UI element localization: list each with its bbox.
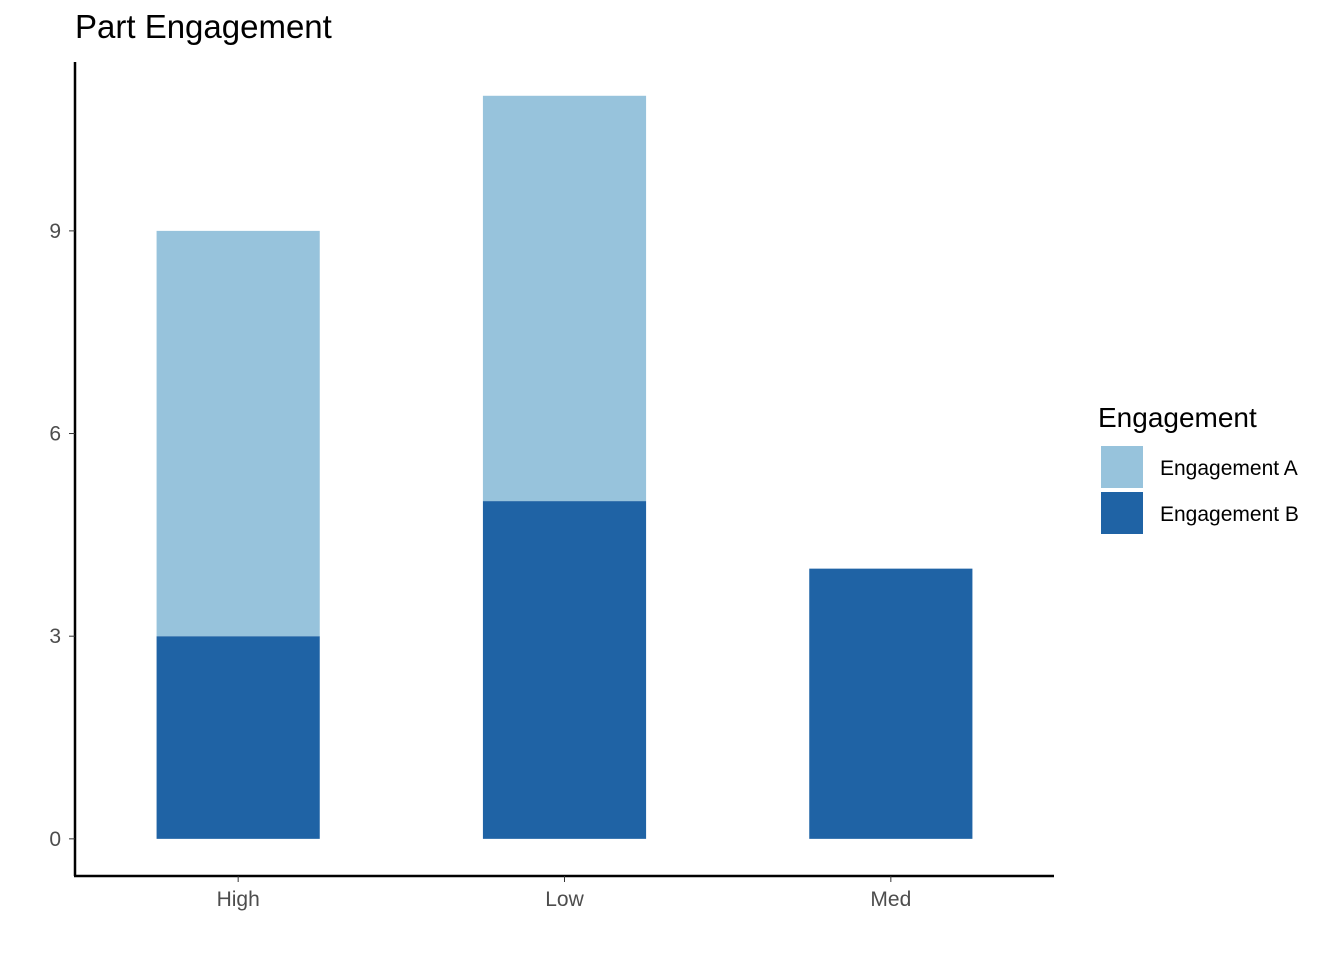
x-tick-label: Low [545, 888, 584, 911]
bars-layer [156, 95, 973, 839]
x-tick-label: Med [870, 888, 911, 911]
legend-label: Engagement B [1160, 503, 1299, 526]
y-tick-label: 9 [49, 220, 61, 243]
legend-title: Engagement [1098, 402, 1257, 433]
bar-low-engagement-b [482, 501, 647, 839]
bar-high-engagement-b [156, 636, 320, 839]
y-tick-label: 3 [49, 625, 61, 648]
bar-high-engagement-a [156, 230, 320, 637]
y-tick-label: 0 [49, 828, 61, 851]
legend: Engagement Engagement A Engagement B [1098, 402, 1299, 534]
y-ticks-layer: 0 3 6 9 [49, 220, 75, 851]
y-tick-label: 6 [49, 423, 61, 446]
bar-low-engagement-a [482, 95, 647, 502]
legend-label: Engagement A [1160, 457, 1298, 480]
bar-med-engagement-b [809, 568, 973, 839]
x-tick-label: High [217, 888, 260, 911]
chart-title: Part Engagement [75, 8, 332, 45]
legend-key-engagement-a [1101, 446, 1143, 488]
x-ticks-layer: High Low Med [217, 876, 911, 911]
legend-key-engagement-b [1101, 492, 1143, 534]
